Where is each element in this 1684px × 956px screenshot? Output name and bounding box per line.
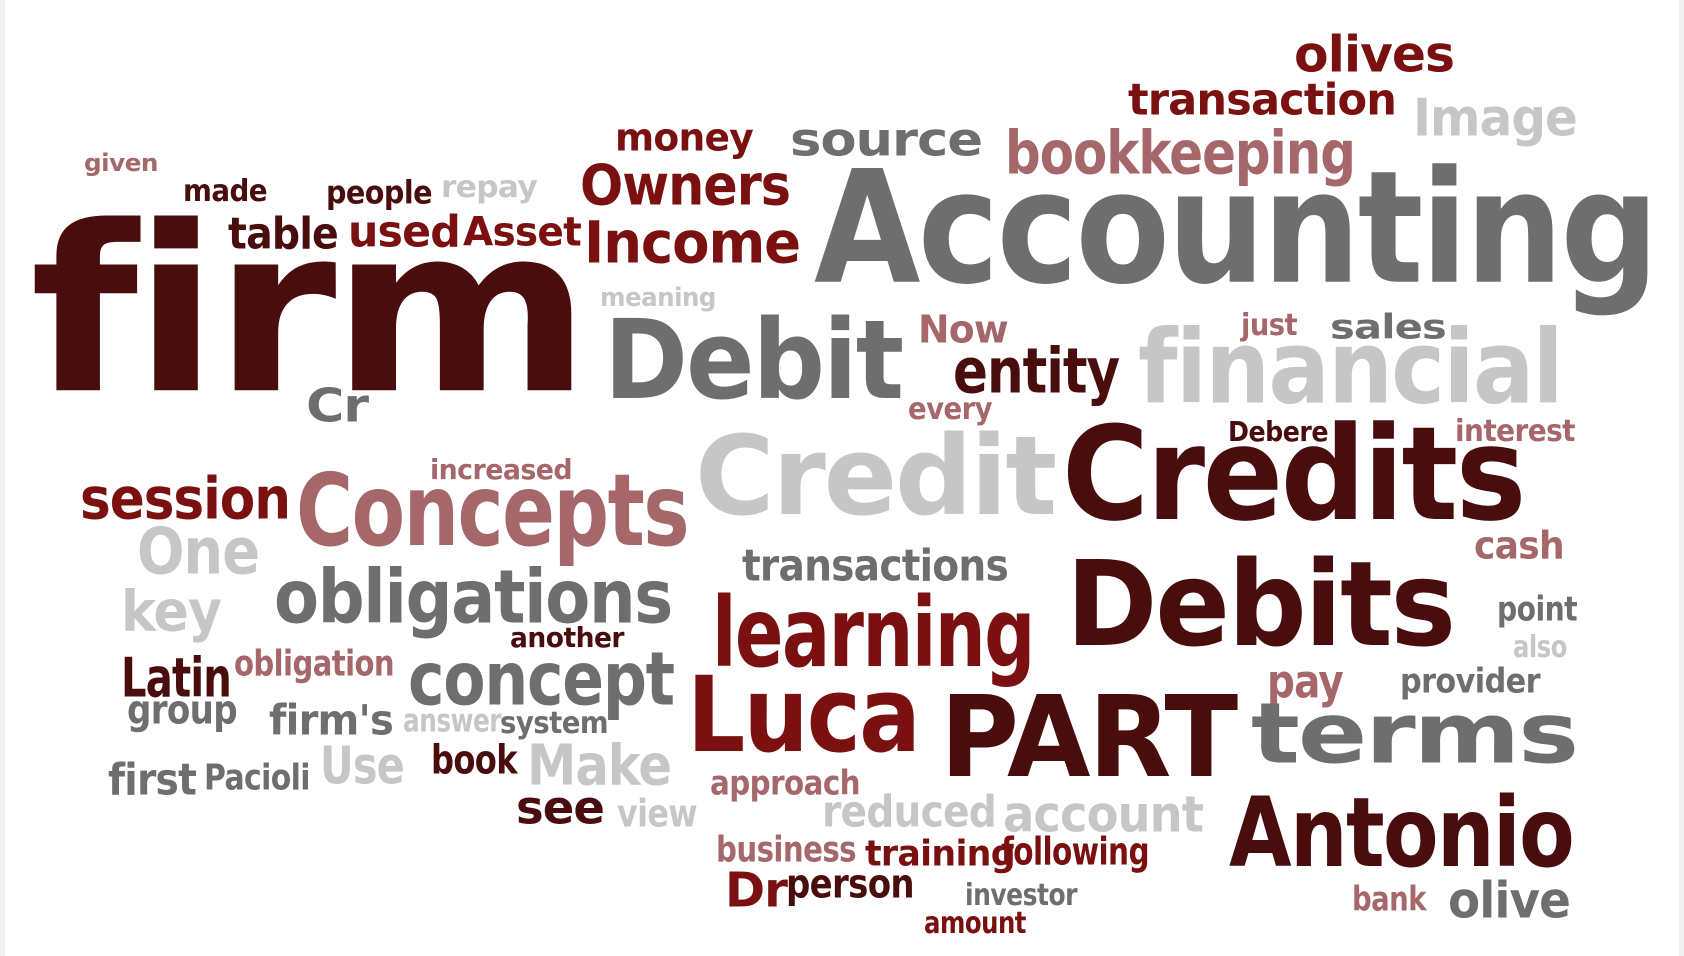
word-every: every (908, 390, 993, 427)
word-just: just (1241, 306, 1298, 343)
left-border (0, 0, 5, 956)
word-provider: provider (1400, 660, 1541, 702)
word-credit: Credit (695, 412, 1057, 541)
word-pay: pay (1267, 655, 1344, 710)
word-owners: Owners (580, 153, 791, 219)
word-concepts: Concepts (296, 453, 690, 570)
word-book: book (431, 736, 518, 784)
word-approach: approach (710, 762, 861, 804)
word-money: money (615, 116, 754, 161)
word-make: Make (527, 733, 672, 799)
word-olive: olive (1448, 871, 1571, 931)
word-system: system (500, 704, 609, 741)
word-olives: olives (1294, 25, 1455, 85)
word-session: session (80, 464, 291, 533)
word-terms: terms (1251, 684, 1579, 783)
word-firm: firm (30, 177, 591, 445)
word-bookkeeping: bookkeeping (1005, 118, 1356, 189)
word-investor: investor (965, 876, 1077, 913)
word-income: Income (584, 208, 801, 277)
word-financial: financial (1138, 307, 1564, 427)
word-pacioli: Pacioli (204, 756, 311, 800)
word-obligation: obligation (234, 642, 395, 686)
word-key: key (121, 579, 222, 645)
word-asset: Asset (463, 208, 582, 256)
word-concept: concept (408, 635, 675, 723)
word-dr: Dr (725, 861, 788, 919)
word-firm-s: firm's (269, 696, 394, 746)
word-debere: Debere (1228, 415, 1329, 449)
word-image: Image (1413, 87, 1578, 149)
word-first: first (108, 753, 197, 806)
word-used: used (348, 205, 461, 258)
word-one: One (137, 514, 260, 590)
word-part: PART (940, 672, 1238, 803)
word-reduced: reduced (822, 785, 997, 838)
right-border (1679, 0, 1684, 956)
word-people: people (326, 174, 433, 213)
word-now: Now (918, 308, 1009, 353)
word-made: made (183, 172, 268, 209)
word-credits: Credits (1062, 399, 1526, 551)
word-antonio: Antonio (1229, 778, 1575, 890)
word-another: another (510, 621, 625, 655)
word-cash: cash (1474, 524, 1565, 569)
word-latin: Latin (121, 647, 232, 711)
word-sales: sales (1330, 306, 1447, 348)
word-answer: answer (403, 702, 501, 741)
word-group: group (127, 686, 238, 734)
word-business: business (716, 828, 857, 872)
word-account: account (1003, 785, 1204, 845)
word-accounting: Accounting (814, 137, 1659, 319)
word-training: training (865, 832, 1016, 876)
word-debits: Debits (1066, 536, 1456, 674)
word-given: given (84, 149, 158, 178)
word-interest: interest (1455, 412, 1576, 449)
word-meaning: meaning (600, 281, 716, 313)
word-table: table (228, 207, 339, 260)
word-source: source (790, 113, 983, 168)
word-person: person (786, 860, 915, 908)
word-luca: Luca (687, 655, 921, 777)
word-entity: entity (953, 334, 1120, 408)
word-obligations: obligations (274, 553, 673, 641)
word-transaction: transaction (1128, 73, 1397, 126)
word-increased: increased (430, 453, 573, 487)
word-repay: repay (441, 168, 538, 205)
word-transactions: transactions (742, 539, 1009, 592)
word-use: Use (320, 735, 405, 797)
word-bank: bank (1352, 878, 1427, 920)
word-point: point (1497, 588, 1578, 630)
word-view: view (617, 792, 698, 837)
word-also: also (1513, 628, 1568, 665)
word-cr: Cr (306, 379, 369, 434)
word-see: see (516, 781, 605, 836)
word-learning: learning (712, 578, 1035, 690)
word-amount: amount (924, 904, 1026, 941)
word-following: following (1001, 830, 1150, 875)
word-debit: Debit (604, 296, 904, 425)
